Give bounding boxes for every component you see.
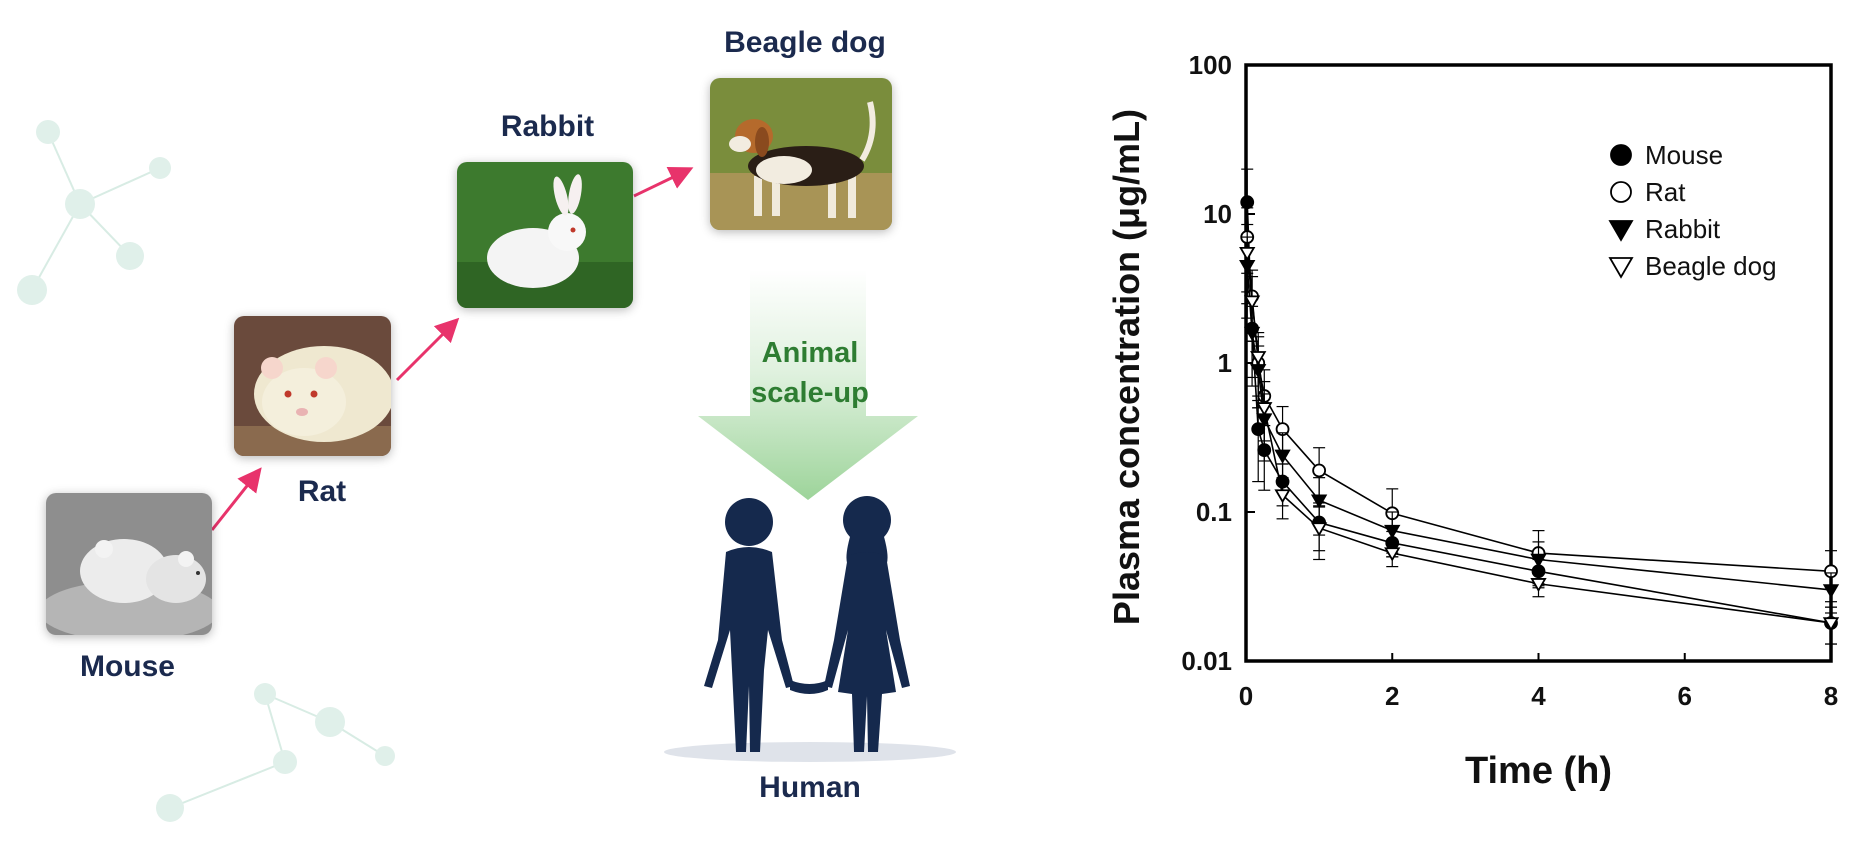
y-tick-label: 1 — [1218, 348, 1232, 378]
x-tick-label: 2 — [1385, 681, 1399, 711]
legend-marker-rat — [1610, 181, 1632, 203]
series-beagle-dog — [1239, 223, 1840, 645]
data-point-rabbit — [1530, 553, 1547, 568]
rat-label: Rat — [297, 475, 347, 508]
mouse-label: Mouse — [79, 650, 175, 683]
human-silhouette-icon — [664, 496, 956, 762]
legend-label-rat: Rat — [1645, 177, 1686, 207]
data-point-beagle-dog — [1274, 489, 1291, 504]
data-point-rat — [1312, 463, 1327, 478]
human-label: Human — [759, 771, 861, 804]
legend-marker-beagle-dog — [1608, 257, 1634, 279]
series-rabbit — [1239, 236, 1840, 614]
data-point-rabbit — [1274, 449, 1291, 464]
y-tick-label: 0.01 — [1181, 646, 1232, 676]
data-point-beagle-dog — [1243, 295, 1261, 310]
molecule-decoration — [17, 120, 395, 822]
data-point-beagle-dog — [1310, 522, 1328, 537]
data-point-mouse — [1251, 422, 1266, 437]
scale-up-arrow — [698, 270, 918, 500]
data-point-mouse — [1240, 195, 1255, 210]
arrow-rat-to-rabbit — [395, 317, 460, 382]
y-tick-label: 0.1 — [1196, 497, 1232, 527]
legend-marker-rabbit — [1608, 220, 1634, 242]
progression-arrows — [210, 166, 694, 531]
series-line-rat — [1246, 237, 1832, 573]
y-tick-label: 100 — [1189, 50, 1232, 80]
rat-photo — [234, 316, 391, 456]
x-tick-label: 0 — [1239, 681, 1253, 711]
legend-label-mouse: Mouse — [1645, 140, 1723, 170]
chart-xlabel: Time (h) — [1465, 750, 1612, 792]
data-point-beagle-dog — [1256, 402, 1273, 417]
series-line-rabbit — [1246, 265, 1832, 591]
mouse-photo — [46, 493, 212, 635]
data-point-beagle-dog — [1822, 617, 1840, 632]
x-tick-label: 8 — [1824, 681, 1838, 711]
legend: Mouse Rat Rabbit Beagle dog — [1608, 140, 1777, 281]
legend-label-rabbit: Rabbit — [1645, 214, 1721, 244]
data-point-rabbit — [1822, 584, 1840, 599]
scale-up-line1: Animal — [761, 337, 859, 369]
arrow-mouse-to-rat — [210, 467, 262, 531]
legend-label-beagle-dog: Beagle dog — [1645, 251, 1777, 281]
rabbit-label: Rabbit — [500, 110, 595, 143]
arrow-rabbit-to-beagle — [633, 166, 694, 198]
data-point-beagle-dog — [1239, 246, 1256, 262]
rabbit-photo — [457, 162, 633, 308]
data-point-beagle-dog — [1384, 547, 1401, 562]
scale-up-label: Animal scale-up — [730, 333, 890, 413]
x-tick-label: 4 — [1531, 681, 1546, 711]
data-point-beagle-dog — [1250, 351, 1267, 366]
beagle-label: Beagle dog — [724, 26, 886, 59]
data-point-rabbit — [1310, 494, 1328, 509]
data-point-beagle-dog — [1530, 578, 1547, 593]
y-tick-label: 10 — [1203, 199, 1232, 229]
beagle-photo — [710, 78, 892, 230]
x-tick-label: 6 — [1678, 681, 1692, 711]
legend-marker-mouse — [1610, 144, 1632, 166]
data-point-rabbit — [1384, 524, 1401, 540]
scale-up-line2: scale-up — [751, 377, 869, 409]
